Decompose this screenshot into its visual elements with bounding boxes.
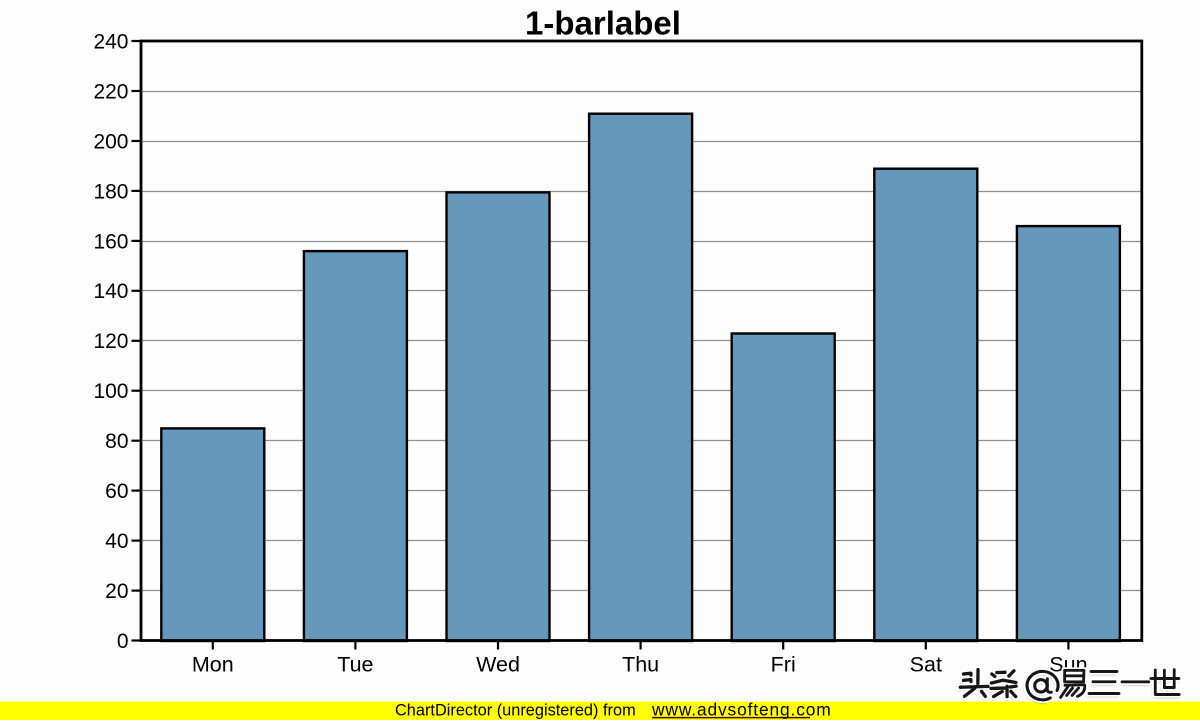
svg-text:www.advsofteng.com: www.advsofteng.com [651, 700, 832, 720]
svg-text:1-barlabel: 1-barlabel [525, 5, 681, 42]
svg-text:Wed: Wed [476, 652, 520, 676]
svg-text:20: 20 [105, 580, 128, 603]
svg-text:200: 200 [93, 130, 128, 153]
svg-text:ChartDirector (unregistered) f: ChartDirector (unregistered) from [395, 702, 636, 720]
svg-text:220: 220 [93, 80, 128, 103]
svg-text:120: 120 [93, 330, 128, 353]
svg-text:Sun: Sun [1049, 652, 1087, 676]
svg-text:160: 160 [93, 230, 128, 253]
svg-text:Fri: Fri [771, 652, 796, 676]
svg-text:60: 60 [105, 480, 128, 503]
svg-text:Sat: Sat [910, 652, 942, 676]
svg-text:Mon: Mon [192, 652, 234, 676]
svg-text:Tue: Tue [337, 652, 373, 676]
svg-text:80: 80 [105, 430, 128, 453]
svg-text:Thu: Thu [622, 652, 659, 676]
svg-text:100: 100 [93, 380, 128, 403]
svg-text:140: 140 [93, 280, 128, 303]
svg-text:180: 180 [93, 180, 128, 203]
svg-text:0: 0 [117, 630, 129, 653]
svg-text:40: 40 [105, 530, 128, 553]
svg-text:240: 240 [93, 30, 128, 53]
